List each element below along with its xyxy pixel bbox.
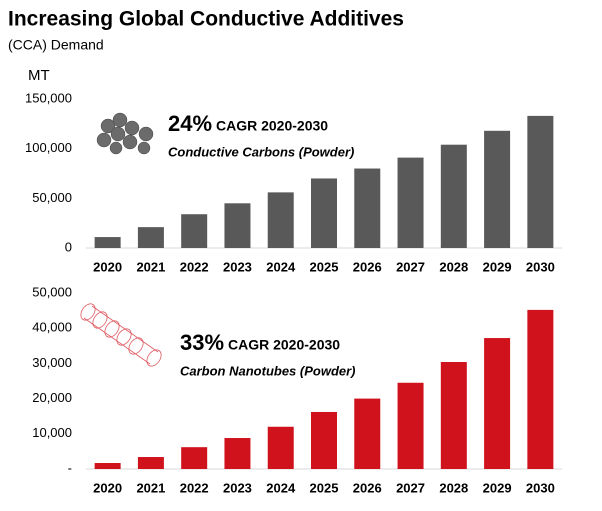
x-tick-label: 2027 bbox=[396, 259, 425, 274]
bar bbox=[181, 214, 208, 248]
x-tick-label: 2021 bbox=[136, 480, 165, 495]
bar bbox=[354, 398, 381, 469]
chart-subtitle: (CCA) Demand bbox=[8, 37, 104, 53]
y-tick-label: 50,000 bbox=[32, 190, 72, 205]
y-tick-label: 40,000 bbox=[32, 320, 72, 335]
bar bbox=[267, 426, 294, 469]
x-tick-label: 2029 bbox=[483, 480, 512, 495]
bar bbox=[94, 463, 121, 469]
x-tick-label: 2022 bbox=[180, 259, 209, 274]
chart-title: Increasing Global Conductive Additives bbox=[8, 8, 404, 31]
bar bbox=[397, 382, 424, 469]
y-tick-label: 20,000 bbox=[32, 390, 72, 405]
bar bbox=[397, 157, 424, 248]
bar bbox=[137, 227, 164, 248]
x-tick-label: 2021 bbox=[136, 259, 165, 274]
x-tick-label: 2020 bbox=[93, 259, 122, 274]
bar bbox=[527, 115, 554, 249]
cagr-value: 33% bbox=[180, 330, 224, 355]
x-tick-label: 2030 bbox=[526, 259, 555, 274]
y-axis-label: MT bbox=[28, 67, 50, 84]
x-tick-label: 2023 bbox=[223, 259, 252, 274]
y-tick-label: 0 bbox=[65, 239, 72, 254]
bar bbox=[181, 447, 208, 469]
bar bbox=[267, 192, 294, 248]
x-tick-label: 2020 bbox=[93, 480, 122, 495]
x-tick-label: 2028 bbox=[439, 259, 468, 274]
bar bbox=[311, 178, 337, 248]
bar bbox=[354, 168, 381, 248]
x-tick-label: 2024 bbox=[266, 480, 296, 495]
product-label: Carbon Nanotubes (Powder) bbox=[180, 363, 356, 378]
x-tick-label: 2029 bbox=[483, 259, 512, 274]
x-tick-label: 2027 bbox=[396, 480, 425, 495]
bar bbox=[311, 411, 337, 469]
x-tick-label: 2028 bbox=[439, 480, 468, 495]
x-tick-label: 2026 bbox=[353, 259, 382, 274]
bar bbox=[440, 144, 467, 248]
y-tick-label: 30,000 bbox=[32, 355, 72, 370]
y-tick-label: 50,000 bbox=[32, 284, 72, 299]
carbon-icon bbox=[96, 112, 154, 155]
bar bbox=[484, 338, 511, 469]
nanotube-icon bbox=[80, 303, 162, 367]
bar bbox=[440, 361, 467, 469]
cagr-value: 24% bbox=[168, 111, 212, 136]
x-tick-label: 2024 bbox=[266, 259, 296, 274]
x-tick-label: 2025 bbox=[310, 259, 339, 274]
bar bbox=[137, 457, 164, 469]
bar bbox=[484, 130, 511, 248]
y-tick-label: 100,000 bbox=[25, 140, 72, 155]
x-tick-label: 2025 bbox=[310, 480, 339, 495]
y-tick-label: 150,000 bbox=[25, 90, 72, 105]
bar bbox=[224, 203, 251, 248]
x-tick-label: 2022 bbox=[180, 480, 209, 495]
cagr-label: CAGR 2020-2030 bbox=[216, 118, 328, 134]
product-label: Conductive Carbons (Powder) bbox=[168, 144, 354, 159]
x-tick-label: 2023 bbox=[223, 480, 252, 495]
x-tick-label: 2030 bbox=[526, 480, 555, 495]
bar bbox=[527, 309, 554, 469]
bar bbox=[224, 438, 251, 469]
cagr-label: CAGR 2020-2030 bbox=[228, 337, 340, 353]
x-tick-label: 2026 bbox=[353, 480, 382, 495]
bar bbox=[94, 237, 121, 248]
y-tick-label: - bbox=[68, 460, 72, 475]
y-tick-label: 10,000 bbox=[32, 425, 72, 440]
